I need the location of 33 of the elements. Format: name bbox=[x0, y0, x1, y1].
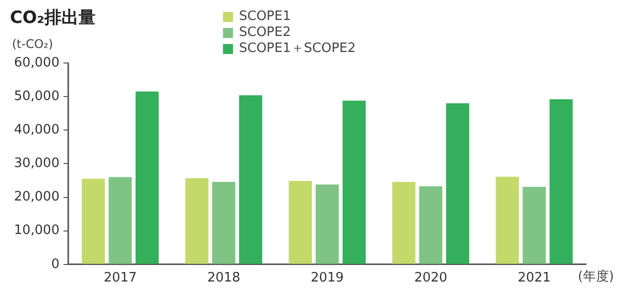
chart-title: CO₂排出量 bbox=[10, 8, 96, 28]
x-tick-label: 2018 bbox=[207, 270, 240, 286]
bar bbox=[108, 177, 132, 264]
y-tick-label: 40,000 bbox=[14, 122, 60, 138]
bar bbox=[550, 99, 573, 264]
y-tick-label: 20,000 bbox=[14, 190, 60, 205]
x-tick-label: 2020 bbox=[414, 270, 448, 286]
bar bbox=[288, 180, 312, 264]
x-tick-label: 2017 bbox=[104, 270, 137, 286]
x-tick-label: 2019 bbox=[310, 270, 344, 286]
y-axis-title: (t-CO₂) bbox=[12, 37, 54, 52]
bar bbox=[392, 182, 416, 264]
legend-label: SCOPE1 bbox=[239, 9, 291, 24]
bar bbox=[82, 178, 105, 264]
legend-label: SCOPE1＋SCOPE2 bbox=[239, 41, 356, 56]
y-tick-label: 10,000 bbox=[14, 223, 60, 238]
bar bbox=[316, 184, 339, 264]
y-tick-label: 50,000 bbox=[14, 88, 60, 104]
y-tick-label: 0 bbox=[51, 256, 60, 272]
bar bbox=[496, 176, 519, 264]
bar bbox=[185, 178, 208, 264]
x-tick-label: 2021 bbox=[518, 270, 551, 286]
x-axis-title: (年度) bbox=[578, 268, 614, 284]
y-tick-label: 30,000 bbox=[14, 156, 60, 172]
bar bbox=[446, 103, 470, 264]
bar bbox=[239, 95, 262, 264]
y-tick-label: 60,000 bbox=[14, 55, 60, 70]
bar bbox=[212, 182, 236, 264]
bar bbox=[136, 92, 159, 264]
legend-label: SCOPE2 bbox=[239, 25, 291, 40]
bar bbox=[522, 186, 546, 264]
bar bbox=[342, 100, 366, 264]
bar bbox=[419, 186, 442, 264]
